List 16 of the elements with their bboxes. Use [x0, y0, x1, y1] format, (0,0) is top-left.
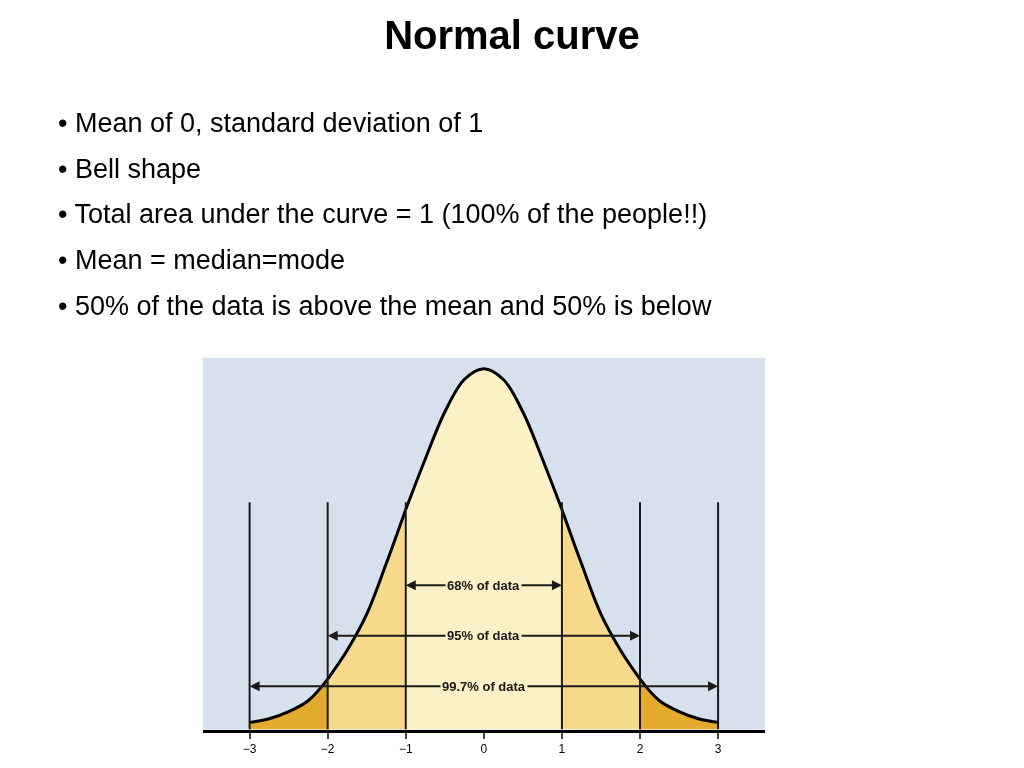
- text: • Mean of 0, standard deviation of 1: [58, 108, 484, 138]
- x-tick-label: 3: [714, 742, 722, 756]
- x-tick-label: −3: [242, 742, 257, 756]
- annotation: 95% of data: [447, 628, 521, 643]
- x-tick-label: 0: [480, 742, 488, 756]
- text: • Total area under the curve = 1 (100% of the people!!): [58, 199, 708, 229]
- text: • Bell shape: [58, 154, 202, 184]
- chart-title: Normal curve: [384, 12, 640, 57]
- x-tick-label: 1: [558, 742, 566, 756]
- annotation: 99.7% of data: [442, 679, 526, 694]
- annotation: 68% of data: [447, 578, 521, 593]
- x-tick-label: −1: [398, 742, 413, 756]
- x-tick-label: 2: [636, 742, 644, 756]
- text: • 50% of the data is above the mean and 50% is below: [58, 291, 712, 321]
- text: • Mean = median=mode: [58, 245, 346, 275]
- x-tick-label: −2: [320, 742, 335, 756]
